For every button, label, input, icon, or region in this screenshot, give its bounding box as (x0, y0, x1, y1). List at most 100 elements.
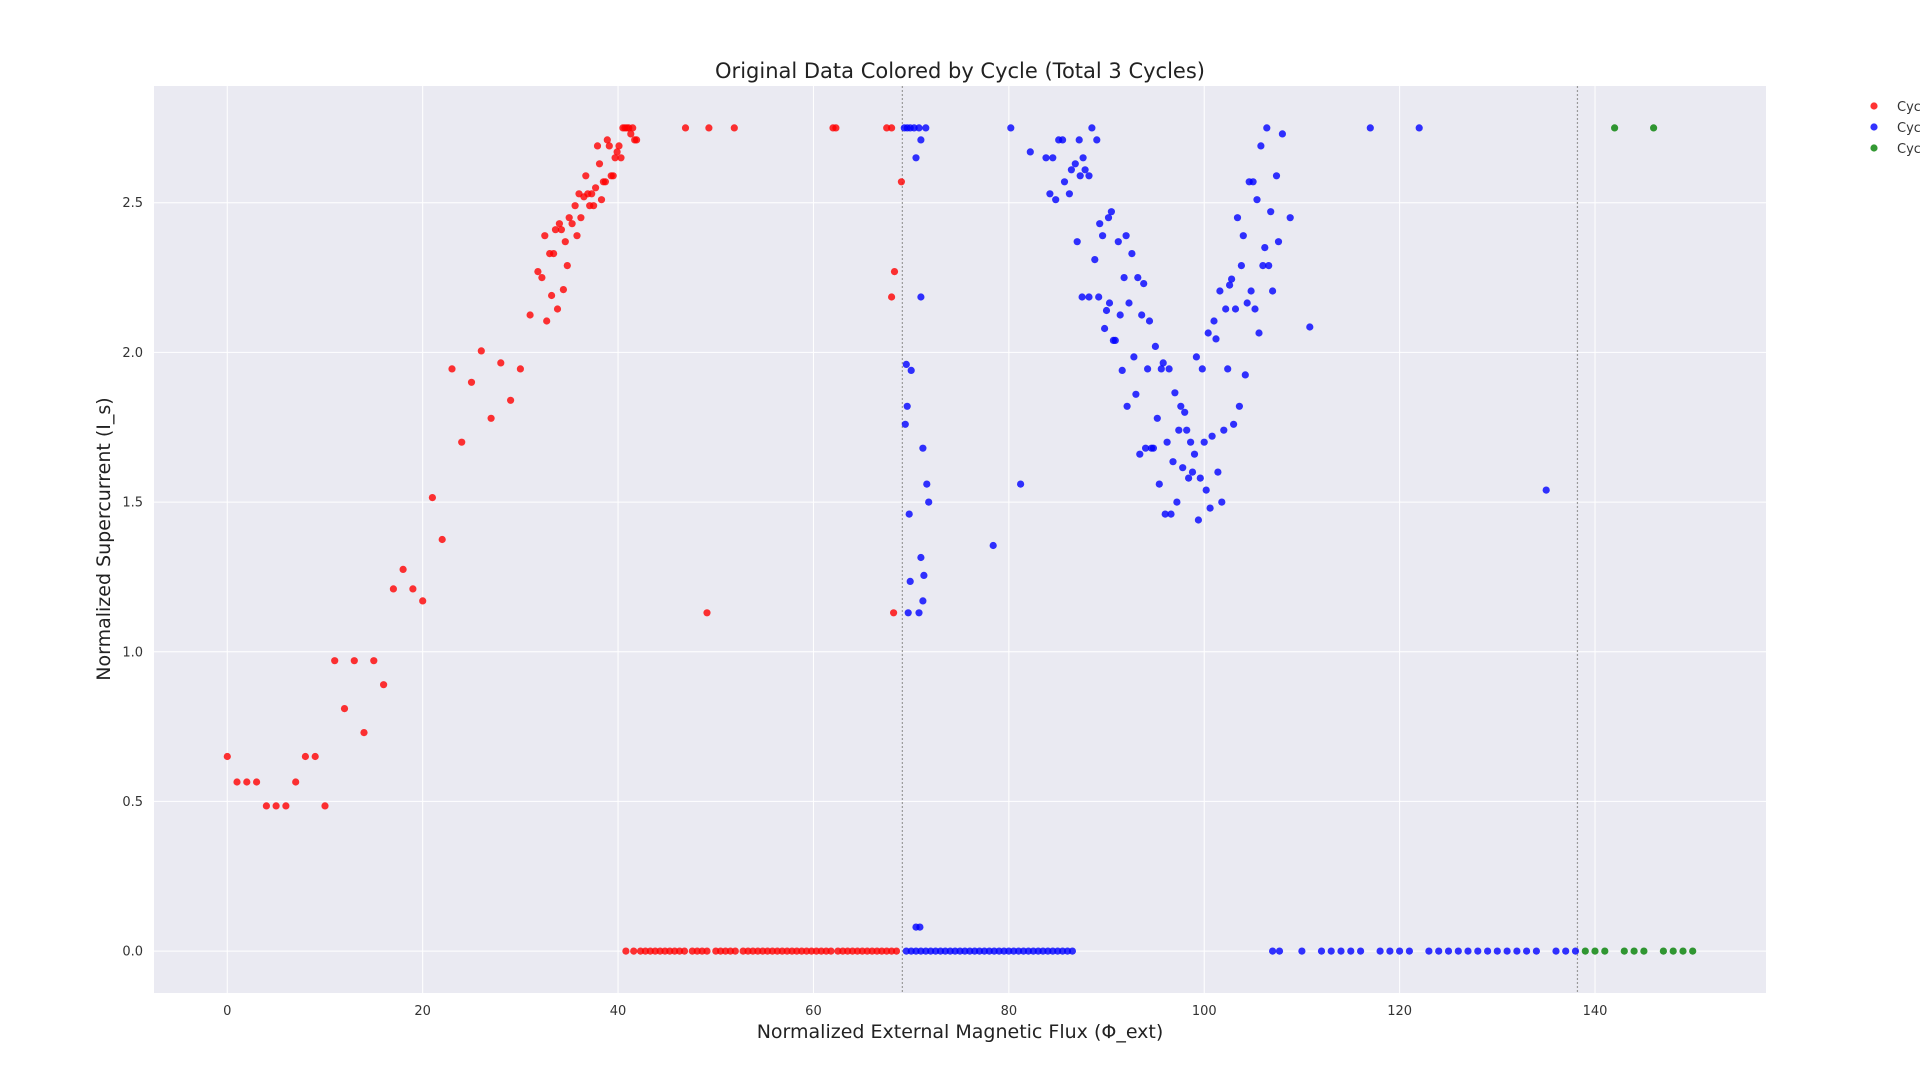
data-point (703, 609, 711, 617)
data-point (1581, 947, 1589, 955)
data-point (1194, 516, 1202, 524)
data-point (923, 480, 931, 488)
data-point (1007, 124, 1015, 132)
y-tick-label: 2.0 (122, 346, 143, 361)
data-point (832, 124, 840, 132)
data-point (1239, 232, 1247, 240)
data-point (1571, 947, 1580, 955)
data-point (1102, 306, 1111, 315)
data-point (1435, 947, 1443, 955)
data-point (1218, 498, 1226, 506)
data-point (892, 947, 901, 955)
data-point (1200, 438, 1208, 446)
data-point (1190, 450, 1199, 458)
data-point (223, 752, 231, 761)
data-point (1327, 947, 1335, 955)
data-point (458, 438, 466, 446)
data-point (1204, 329, 1212, 337)
data-point (1183, 426, 1191, 434)
data-point (595, 160, 604, 168)
data-point (448, 365, 456, 373)
data-point (1122, 232, 1130, 240)
data-point (557, 226, 566, 234)
data-point (565, 214, 573, 222)
data-point (1241, 371, 1249, 379)
data-point (1532, 947, 1540, 955)
data-point (1274, 238, 1283, 246)
plot-area (154, 86, 1766, 993)
data-point (1181, 408, 1189, 416)
data-point (1249, 178, 1257, 186)
data-point (615, 142, 623, 150)
data-point (1155, 480, 1163, 488)
data-point (1171, 389, 1179, 397)
legend-label: Cycle 1 (1897, 100, 1920, 115)
data-point (1640, 947, 1648, 955)
data-point (1140, 280, 1148, 288)
data-point (906, 577, 914, 586)
data-point (1167, 510, 1175, 518)
data-point (925, 498, 933, 506)
x-tick-label: 120 (1387, 1004, 1412, 1019)
data-point (1357, 947, 1365, 955)
data-point (633, 136, 641, 144)
data-point (1196, 474, 1204, 482)
data-point (350, 657, 358, 665)
data-point (1046, 190, 1054, 198)
data-point (1231, 305, 1240, 313)
data-point (1620, 947, 1628, 955)
data-point (588, 190, 596, 198)
data-point (1415, 124, 1423, 132)
legend-label: Cycle 2 (1897, 121, 1920, 136)
data-point (1138, 311, 1146, 319)
data-point (617, 154, 625, 162)
data-point (730, 124, 738, 132)
data-point (1237, 262, 1245, 270)
data-point (571, 202, 579, 210)
data-point (897, 178, 906, 186)
data-point (1689, 947, 1697, 955)
data-point (1169, 458, 1177, 466)
data-point (888, 293, 896, 301)
data-point (1552, 947, 1560, 955)
data-point (1049, 154, 1057, 162)
y-tick-label: 1.5 (122, 496, 143, 511)
data-point (516, 365, 525, 373)
data-point (611, 154, 619, 162)
data-point (888, 124, 896, 132)
data-point (1111, 336, 1119, 344)
data-point (609, 172, 617, 180)
data-point (340, 705, 349, 713)
data-point (282, 802, 290, 810)
data-point (1542, 486, 1550, 494)
data-point (1198, 365, 1206, 373)
data-point (989, 541, 997, 550)
data-point (1226, 281, 1234, 289)
x-tick-label: 140 (1583, 1004, 1608, 1019)
data-point (1099, 232, 1107, 240)
data-point (1464, 947, 1472, 955)
data-point (622, 947, 630, 955)
data-point (1159, 359, 1167, 367)
data-point (919, 597, 927, 605)
data-point (603, 136, 611, 144)
data-point (1650, 124, 1658, 132)
data-point (1078, 293, 1086, 301)
data-point (1251, 305, 1259, 313)
data-point (630, 947, 638, 955)
data-point (1243, 299, 1251, 307)
data-point (1123, 402, 1131, 410)
data-point (568, 220, 576, 228)
data-point (917, 136, 925, 144)
x-tick-label: 100 (1192, 1004, 1217, 1019)
data-point (1026, 148, 1034, 156)
data-point (559, 286, 568, 294)
data-point (331, 657, 339, 665)
data-point (1192, 353, 1200, 361)
data-point (1255, 329, 1263, 337)
x-tick-label: 60 (805, 1004, 822, 1019)
data-point (1269, 947, 1277, 955)
y-tick-label: 1.0 (122, 645, 143, 660)
data-point (1247, 287, 1255, 295)
data-point (526, 311, 534, 319)
